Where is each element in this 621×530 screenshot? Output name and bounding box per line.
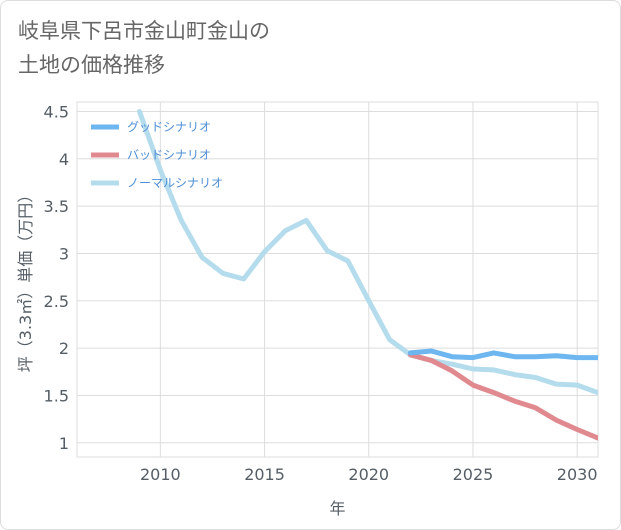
x-tick-label: 2015 bbox=[244, 465, 285, 484]
y-tick-label: 3 bbox=[59, 244, 69, 263]
series-line-1 bbox=[407, 352, 598, 441]
legend-label: バッドシナリオ bbox=[127, 148, 211, 162]
series-line-0 bbox=[407, 348, 598, 361]
legend-label: グッドシナリオ bbox=[127, 120, 211, 134]
chart-title: 岐阜県下呂市金山町金山の 土地の価格推移 bbox=[18, 19, 270, 77]
tick-labels: 1 1.5 2 2.5 3 3.5 4 4.5 2010 2015 2020 2025 2030 bbox=[44, 102, 598, 484]
y-tick-label: 2 bbox=[59, 339, 69, 358]
x-tick-label: 2025 bbox=[453, 465, 494, 484]
series-lines bbox=[137, 109, 598, 441]
x-tick-label: 2010 bbox=[140, 465, 181, 484]
legend-label: ノーマルシナリオ bbox=[127, 176, 223, 190]
grid bbox=[76, 101, 599, 458]
x-axis-label: 年 bbox=[329, 499, 345, 518]
plot-frame bbox=[76, 101, 599, 458]
y-tick-label: 4.5 bbox=[44, 102, 69, 121]
y-tick-label: 1.5 bbox=[44, 386, 69, 405]
y-axis-label: 坪（3.3㎡）単価（万円） bbox=[16, 187, 35, 372]
y-tick-label: 2.5 bbox=[44, 292, 69, 311]
y-tick-label: 3.5 bbox=[44, 197, 69, 216]
x-tick-label: 2030 bbox=[557, 465, 598, 484]
y-tick-label: 4 bbox=[59, 150, 69, 169]
x-tick-label: 2020 bbox=[348, 465, 389, 484]
y-tick-label: 1 bbox=[59, 434, 69, 453]
series-line-2 bbox=[137, 109, 598, 396]
